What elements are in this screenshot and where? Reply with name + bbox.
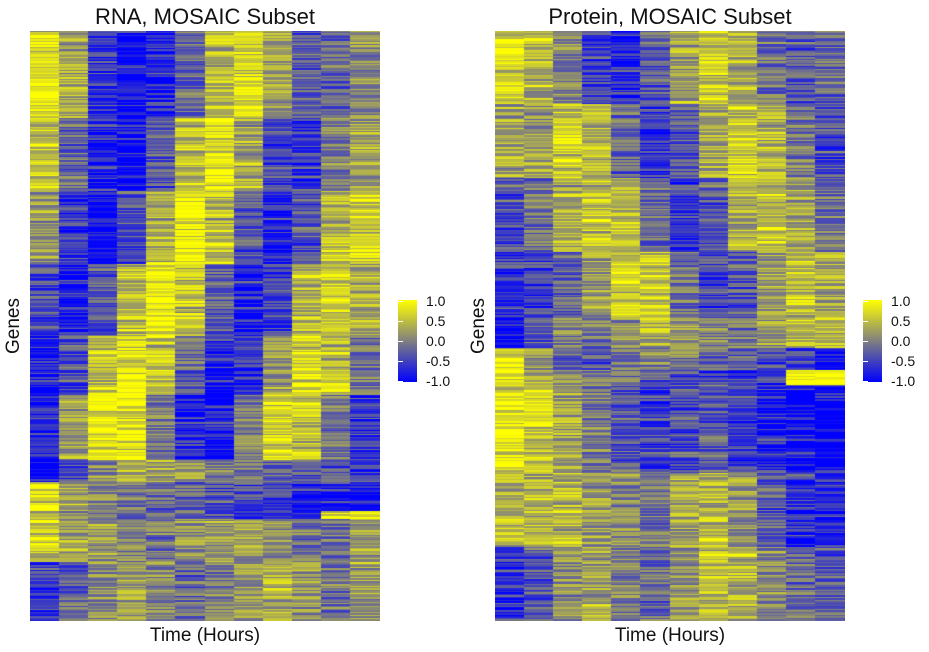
legend-label-neg-0-5: -0.5 xyxy=(426,353,451,369)
rna-chart-title: RNA, MOSAIC Subset xyxy=(94,4,316,29)
legend-label-neg-0-5: -0.5 xyxy=(891,353,916,369)
protein-x-axis-label: Time (Hours) xyxy=(614,625,726,646)
protein-color-legend: 1.0 0.5 0.0 -0.5 -1.0 xyxy=(863,293,929,389)
protein-y-axis-label: Genes xyxy=(468,298,489,354)
protein-heatmap xyxy=(495,31,845,621)
rna-heatmap xyxy=(30,31,380,621)
protein-panel: Protein, MOSAIC Subset Time (Hours) Gene… xyxy=(465,0,929,652)
rna-y-axis-label: Genes xyxy=(3,298,24,354)
legend-label-0-0: 0.0 xyxy=(426,333,446,349)
legend-label-1-0: 1.0 xyxy=(891,293,911,309)
legend-label-0-0: 0.0 xyxy=(891,333,911,349)
rna-x-axis-label: Time (Hours) xyxy=(149,625,261,646)
legend-label-neg-1-0: -1.0 xyxy=(891,373,916,389)
rna-color-legend: 1.0 0.5 0.0 -0.5 -1.0 xyxy=(398,293,468,389)
legend-label-neg-1-0: -1.0 xyxy=(426,373,451,389)
protein-chart-title: Protein, MOSAIC Subset xyxy=(548,4,792,29)
legend-label-0-5: 0.5 xyxy=(891,313,911,329)
rna-panel: RNA, MOSAIC Subset Time (Hours) Genes 1.… xyxy=(0,0,464,652)
legend-label-1-0: 1.0 xyxy=(426,293,446,309)
legend-label-0-5: 0.5 xyxy=(426,313,446,329)
